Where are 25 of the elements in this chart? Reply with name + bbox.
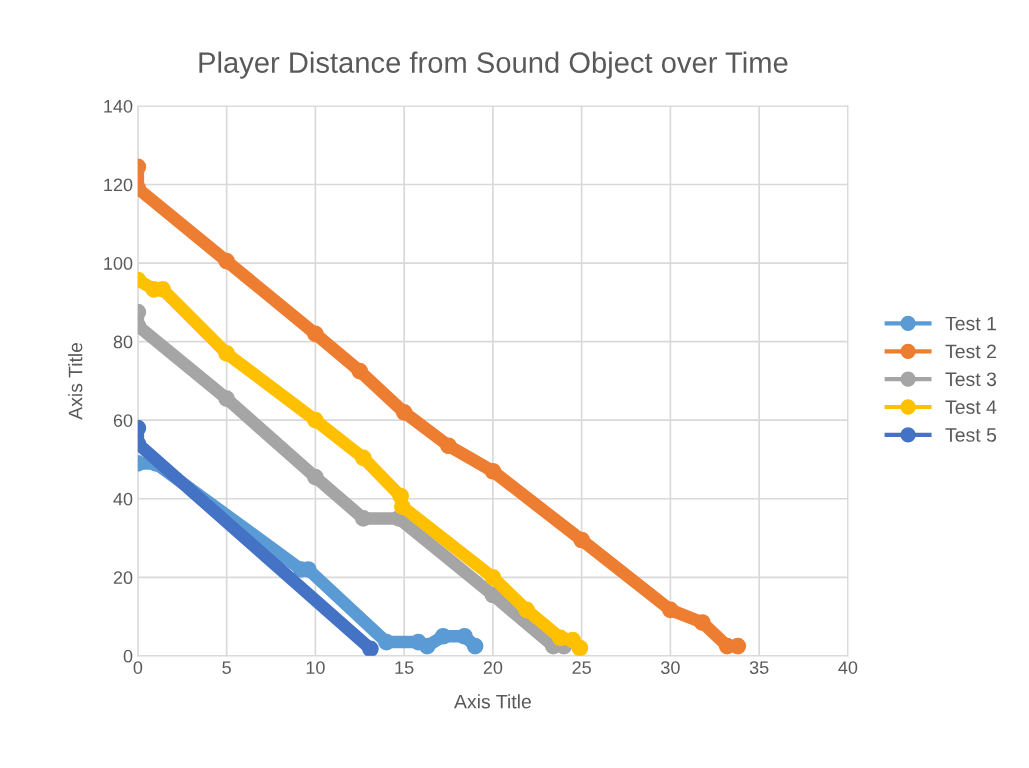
legend-label: Test 3 (945, 372, 997, 387)
y-tick-label: 80 (113, 335, 133, 349)
y-tick-label: 0 (123, 649, 133, 663)
y-tick-label: 120 (104, 178, 133, 192)
x-axis-title: Axis Title (454, 694, 531, 709)
legend-label: Test 4 (945, 400, 997, 414)
y-tick-label: 140 (104, 99, 133, 113)
legend-label: Test 1 (945, 316, 996, 331)
y-tick-label: 100 (104, 257, 133, 270)
x-tick-label: 0 (133, 661, 143, 674)
x-tick-label: 20 (483, 661, 503, 674)
x-tick-label: 25 (572, 661, 591, 674)
x-tick-label: 40 (838, 661, 858, 674)
x-tick-label: 10 (306, 661, 325, 674)
legend-label: Test 5 (945, 428, 997, 442)
y-axis-title: Axis Title (68, 342, 83, 420)
y-tick-label: 40 (113, 492, 133, 506)
legend-label: Test 2 (945, 344, 996, 359)
chart-title: Player Distance from Sound Object over Time (199, 51, 788, 79)
y-tick-label: 20 (113, 571, 133, 585)
y-tick-label: 60 (113, 414, 133, 427)
x-tick-label: 15 (395, 661, 414, 674)
x-tick-label: 30 (661, 661, 680, 674)
x-tick-label: 5 (222, 661, 231, 674)
x-tick-label: 35 (749, 661, 769, 674)
